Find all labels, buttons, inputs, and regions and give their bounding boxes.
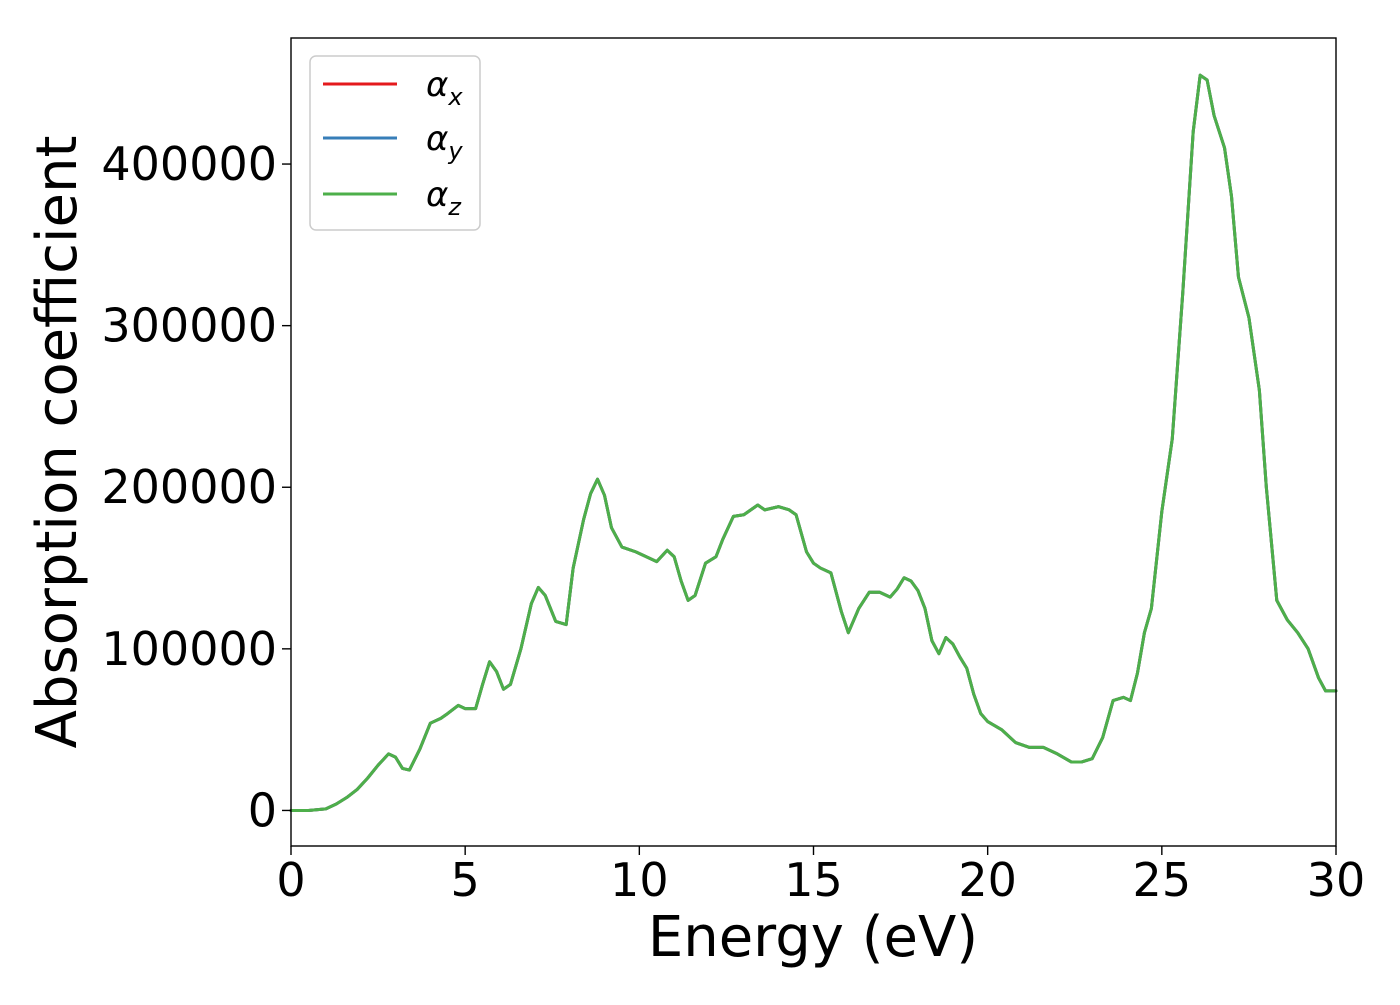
x-tick-label: 20 bbox=[958, 853, 1017, 907]
y-axis-ticks: 0 100000 200000 300000 400000 bbox=[101, 137, 291, 837]
x-axis-title: Energy (eV) bbox=[648, 905, 978, 970]
x-axis-ticks: 0 5 10 15 20 25 30 bbox=[276, 846, 1365, 907]
legend: αx αy αz bbox=[309, 55, 481, 231]
y-tick-label: 200000 bbox=[101, 460, 277, 514]
series-line-2 bbox=[289, 73, 1338, 812]
legend-label-1: αy bbox=[426, 119, 463, 165]
x-tick-label: 0 bbox=[276, 853, 305, 907]
y-tick-label: 300000 bbox=[101, 299, 277, 353]
y-tick-label: 400000 bbox=[101, 137, 277, 191]
legend-box bbox=[309, 55, 481, 231]
x-tick-label: 10 bbox=[610, 853, 669, 907]
x-tick-label: 25 bbox=[1133, 853, 1192, 907]
series-layer bbox=[289, 73, 1338, 812]
x-tick-label: 30 bbox=[1307, 853, 1366, 907]
legend-label-0: αx bbox=[426, 65, 463, 111]
y-tick-label: 100000 bbox=[101, 622, 277, 676]
y-axis-title: Absorption coefficient bbox=[25, 136, 90, 749]
x-tick-label: 15 bbox=[784, 853, 843, 907]
x-tick-label: 5 bbox=[451, 853, 480, 907]
legend-label-2: αz bbox=[426, 175, 462, 221]
y-tick-label: 0 bbox=[248, 783, 277, 837]
